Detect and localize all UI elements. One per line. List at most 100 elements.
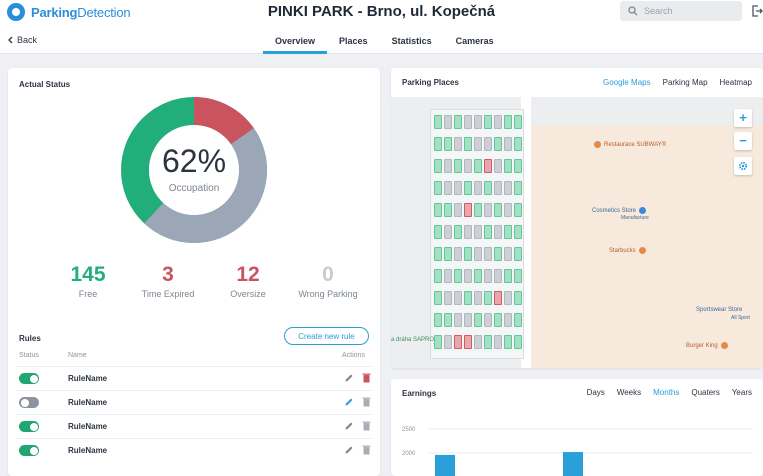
parking-slot[interactable] (464, 335, 472, 349)
parking-slot[interactable] (464, 159, 472, 173)
parking-slot[interactable] (464, 203, 472, 217)
parking-slot[interactable] (494, 115, 502, 129)
trash-icon[interactable] (362, 420, 371, 431)
parking-slot[interactable] (434, 203, 442, 217)
parking-slot[interactable] (504, 291, 512, 305)
parking-slot[interactable] (494, 181, 502, 195)
parking-slot[interactable] (444, 247, 452, 261)
parking-slot[interactable] (484, 181, 492, 195)
parking-slot[interactable] (434, 137, 442, 151)
parking-slot[interactable] (454, 247, 462, 261)
parking-slot[interactable] (434, 225, 442, 239)
tab-places[interactable]: Places (339, 36, 368, 46)
map-settings-button[interactable] (734, 157, 752, 175)
parking-slot[interactable] (494, 335, 502, 349)
parking-slot[interactable] (434, 335, 442, 349)
parking-slot[interactable] (494, 269, 502, 283)
zoom-out-button[interactable]: − (734, 132, 752, 150)
parking-slot[interactable] (444, 115, 452, 129)
parking-slot[interactable] (444, 181, 452, 195)
parking-slot[interactable] (474, 225, 482, 239)
tab-quaters[interactable]: Quaters (691, 388, 720, 397)
parking-slot[interactable] (484, 313, 492, 327)
parking-slot[interactable] (474, 269, 482, 283)
parking-slot[interactable] (494, 159, 502, 173)
parking-slot[interactable] (504, 269, 512, 283)
logout-icon[interactable] (751, 4, 763, 18)
poi-sportswear[interactable]: Sportswear Store (696, 307, 742, 313)
parking-slot[interactable] (474, 335, 482, 349)
tab-years[interactable]: Years (731, 388, 752, 397)
parking-slot[interactable] (484, 225, 492, 239)
parking-slot[interactable] (514, 335, 522, 349)
parking-slot[interactable] (504, 247, 512, 261)
parking-slot[interactable] (474, 181, 482, 195)
parking-slot[interactable] (464, 225, 472, 239)
edit-icon[interactable] (344, 445, 354, 455)
edit-icon[interactable] (344, 397, 354, 407)
parking-slot[interactable] (444, 137, 452, 151)
poi-starbucks[interactable]: Starbucks (609, 247, 646, 254)
parking-slot[interactable] (514, 247, 522, 261)
parking-slot[interactable] (434, 159, 442, 173)
parking-slot[interactable] (434, 181, 442, 195)
tab-cameras[interactable]: Cameras (455, 36, 494, 46)
parking-slot[interactable] (494, 313, 502, 327)
rule-status-toggle[interactable] (19, 397, 39, 408)
parking-slot[interactable] (454, 335, 462, 349)
parking-slot[interactable] (484, 137, 492, 151)
parking-slot[interactable] (474, 115, 482, 129)
parking-slot[interactable] (474, 137, 482, 151)
parking-slot[interactable] (494, 203, 502, 217)
rule-status-toggle[interactable] (19, 445, 39, 456)
parking-slot[interactable] (504, 335, 512, 349)
parking-slot[interactable] (514, 137, 522, 151)
map-view[interactable]: Restaurace SUBWAY® Cosmetics Store Manuf… (391, 97, 763, 368)
poi-burger-king[interactable]: Burger King (686, 342, 728, 349)
parking-slot[interactable] (454, 269, 462, 283)
parking-slot[interactable] (484, 335, 492, 349)
tab-overview[interactable]: Overview (263, 26, 328, 54)
parking-slot[interactable] (444, 203, 452, 217)
zoom-in-button[interactable]: + (734, 109, 752, 127)
parking-slot[interactable] (434, 269, 442, 283)
parking-slot[interactable] (484, 247, 492, 261)
parking-slot[interactable] (444, 225, 452, 239)
parking-slot[interactable] (444, 335, 452, 349)
parking-slot[interactable] (464, 181, 472, 195)
parking-slot[interactable] (454, 159, 462, 173)
parking-slot[interactable] (514, 181, 522, 195)
parking-slot[interactable] (484, 203, 492, 217)
tab-months[interactable]: Months (653, 388, 680, 397)
parking-slot[interactable] (454, 203, 462, 217)
back-button[interactable]: Back (7, 35, 37, 45)
parking-slot[interactable] (444, 159, 452, 173)
parking-slot[interactable] (464, 313, 472, 327)
parking-slot[interactable] (484, 115, 492, 129)
parking-slot[interactable] (434, 313, 442, 327)
parking-slot[interactable] (474, 247, 482, 261)
parking-slot[interactable] (444, 269, 452, 283)
parking-slot[interactable] (514, 203, 522, 217)
parking-slot[interactable] (514, 159, 522, 173)
edit-icon[interactable] (344, 421, 354, 431)
parking-slot[interactable] (494, 137, 502, 151)
parking-slot[interactable] (504, 225, 512, 239)
parking-slot[interactable] (434, 115, 442, 129)
parking-slot[interactable] (484, 159, 492, 173)
tab-google-maps[interactable]: Google Maps (603, 78, 651, 87)
parking-slot[interactable] (504, 137, 512, 151)
trash-icon[interactable] (362, 444, 371, 455)
parking-slot[interactable] (434, 247, 442, 261)
parking-slot[interactable] (494, 247, 502, 261)
parking-slot[interactable] (494, 291, 502, 305)
parking-slot[interactable] (514, 291, 522, 305)
parking-slot[interactable] (454, 115, 462, 129)
parking-slot[interactable] (454, 137, 462, 151)
parking-slot[interactable] (504, 159, 512, 173)
parking-slot[interactable] (434, 291, 442, 305)
parking-slot[interactable] (464, 115, 472, 129)
parking-slot[interactable] (474, 159, 482, 173)
parking-slot[interactable] (504, 313, 512, 327)
parking-slot[interactable] (464, 269, 472, 283)
